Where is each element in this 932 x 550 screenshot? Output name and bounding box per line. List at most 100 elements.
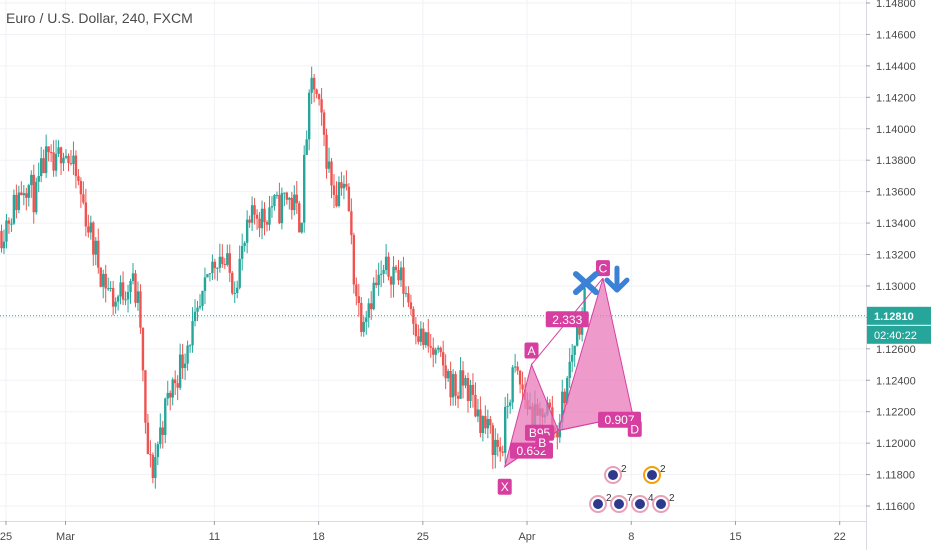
candle-body	[295, 194, 298, 204]
candle-body	[156, 444, 160, 458]
candle-body	[201, 290, 204, 306]
candle-body	[367, 303, 370, 318]
candle-body	[116, 296, 120, 302]
candle-body	[307, 92, 311, 140]
event-marker: 7	[610, 493, 633, 513]
candle-body	[74, 155, 78, 177]
time-tick-label: Mar	[56, 531, 75, 543]
time-tick-label: 11	[209, 531, 220, 543]
candle-body	[290, 197, 294, 211]
candle-body	[288, 197, 291, 200]
candle-body	[578, 322, 581, 335]
event-marker: 2	[604, 464, 627, 484]
candle-body	[357, 296, 361, 303]
candle-body	[22, 193, 26, 196]
candle-body	[265, 222, 269, 225]
candle-body	[42, 158, 45, 174]
candle-body	[178, 354, 182, 388]
candle-body	[69, 163, 73, 165]
candle-body	[441, 352, 445, 366]
candle-body	[496, 439, 499, 447]
candle-body	[417, 336, 420, 342]
candle-body	[451, 374, 455, 398]
candle-body	[62, 157, 65, 164]
candle-body	[432, 347, 435, 355]
candle-body	[5, 220, 8, 242]
event-markers[interactable]: 2 2 2 7 4 2	[589, 464, 675, 513]
candle-body	[114, 301, 117, 307]
event-count: 2	[606, 493, 612, 504]
candle-body	[575, 322, 579, 346]
pattern-point-d: D	[627, 420, 642, 437]
price-tick-label: 1.14000	[876, 124, 916, 136]
candle-body	[459, 370, 462, 399]
candle-body	[193, 311, 197, 322]
pattern-down-arrow-icon	[604, 265, 630, 293]
candle-body	[139, 291, 142, 328]
candle-body	[7, 220, 11, 224]
candle-body	[298, 203, 301, 233]
candle-body	[159, 427, 162, 445]
candle-body	[82, 194, 85, 203]
candle-body	[176, 383, 179, 388]
price-tick-label: 1.11800	[876, 470, 915, 482]
candle-body	[169, 392, 172, 398]
price-tick-label: 1.13800	[876, 155, 916, 167]
candle-body	[300, 222, 303, 233]
candle-body	[37, 176, 40, 182]
candle-body	[372, 282, 375, 310]
candle-body	[305, 139, 308, 155]
candle-body	[370, 303, 373, 310]
candle-body	[379, 273, 383, 275]
candle-body	[44, 146, 48, 174]
candle-body	[206, 274, 209, 278]
svg-text:D: D	[630, 422, 639, 436]
candle-body	[17, 192, 21, 211]
candle-body	[422, 328, 425, 345]
event-marker: 2	[643, 464, 666, 484]
candle-body	[511, 367, 514, 403]
candle-body	[32, 174, 35, 213]
candle-body	[437, 347, 440, 350]
candle-body	[54, 153, 58, 171]
candle-body	[255, 214, 259, 219]
candle-body	[518, 370, 522, 385]
candle-body	[59, 147, 63, 164]
event-count: 2	[669, 493, 675, 504]
candle-body	[196, 307, 199, 312]
candle-body	[129, 281, 132, 293]
candle-body	[513, 366, 517, 368]
price-axis[interactable]: 1.11600 1.11800 1.12000 1.12200 1.12400 1.126…	[866, 0, 932, 550]
pattern-ratio-label: 2.333	[545, 311, 589, 328]
candle-body	[104, 273, 107, 289]
candle-body	[429, 346, 432, 348]
candle-body	[315, 89, 318, 95]
candle-body	[161, 427, 164, 435]
candle-body	[238, 258, 241, 288]
candle-body	[106, 288, 110, 290]
candle-body	[516, 366, 519, 371]
candle-body	[146, 422, 150, 455]
candle-body	[342, 183, 346, 189]
candle-body	[427, 332, 430, 347]
price-tick-label: 1.12200	[876, 407, 916, 419]
price-tick-label: 1.12000	[876, 438, 916, 450]
candle-body	[330, 161, 333, 186]
event-count: 7	[627, 493, 633, 504]
event-marker: 4	[631, 493, 654, 513]
current-price-badge: 1.12810	[867, 306, 931, 325]
candle-body	[481, 416, 485, 433]
candle-body	[151, 454, 155, 479]
candle-body	[424, 332, 428, 345]
candle-body	[278, 194, 281, 224]
candle-body	[548, 402, 552, 408]
candle-body	[221, 256, 224, 264]
candle-body	[258, 218, 261, 229]
time-axis[interactable]: 25 Mar 11 18 25 Apr 8 15 22	[0, 521, 866, 550]
time-tick-label: 18	[312, 531, 324, 543]
candle-body	[434, 349, 437, 355]
candle-body	[134, 273, 137, 303]
candle-body	[454, 374, 457, 396]
